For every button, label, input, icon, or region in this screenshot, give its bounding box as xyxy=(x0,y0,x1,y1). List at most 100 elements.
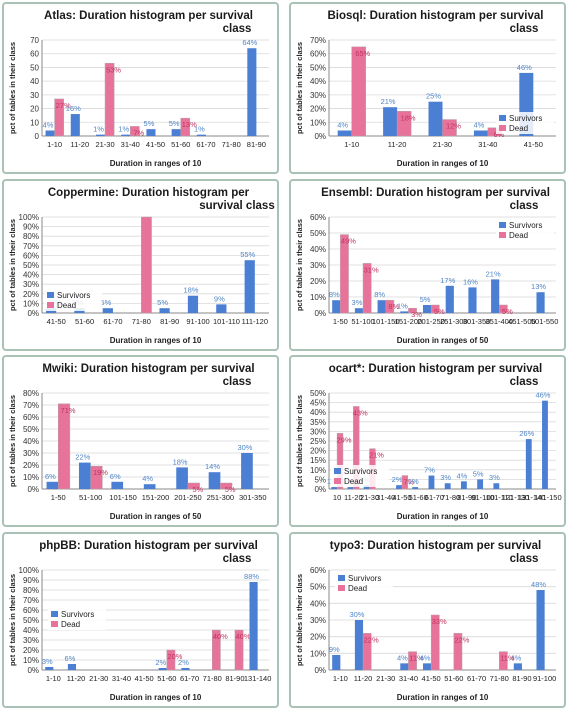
legend-swatch-dead xyxy=(338,585,345,591)
chart-title: Coppermine: Duration histogram per surviv… xyxy=(48,187,275,212)
dead-bar xyxy=(408,307,417,314)
legend-swatch-survivors xyxy=(51,611,58,617)
survivors-bar xyxy=(400,663,409,670)
chart-title-line: Ensembl: Duration histogram per survival xyxy=(321,187,550,199)
survivors-bar xyxy=(363,485,370,489)
chart-title-line: typo3: Duration histogram per survival xyxy=(330,540,542,552)
y-tick-label: 80% xyxy=(23,232,39,241)
data-label: 9% xyxy=(214,294,225,303)
x-tick-label: 11-20 xyxy=(67,674,86,683)
dead-bar xyxy=(187,482,200,490)
data-label: 25% xyxy=(426,92,441,101)
y-tick-label: 50 xyxy=(30,63,39,72)
x-tick-label: 41-50 xyxy=(146,140,165,149)
survivors-bar xyxy=(196,134,206,136)
y-tick-label: 40% xyxy=(23,437,39,446)
data-label: 5% xyxy=(157,298,168,307)
ocart-chart-panel: ocart*: Duration histogram per survival c… xyxy=(289,355,566,527)
x-tick-label: 351-400 xyxy=(485,317,513,326)
x-tick-label: 41-50 xyxy=(524,140,543,149)
y-tick-label: 30% xyxy=(23,449,39,458)
x-tick-label: 21-30 xyxy=(360,493,379,502)
x-tick-label: 41-50 xyxy=(392,493,411,502)
phpbb-chart-panel: phpBB: Duration histogram per survival cl… xyxy=(2,532,279,708)
dead-bar xyxy=(130,126,140,137)
chart-title-line: class xyxy=(510,553,539,565)
survivors-bar xyxy=(45,130,55,136)
survivors-bar xyxy=(216,304,227,313)
x-tick-label: 21-30 xyxy=(433,140,452,149)
data-label: 4% xyxy=(43,121,54,130)
y-tick-label: 40% xyxy=(310,408,326,417)
chart-title-line: ocart*: Duration histogram per survival xyxy=(329,363,542,375)
x-tick-label: 11-20 xyxy=(388,140,407,149)
chart-title-line: class xyxy=(223,553,252,565)
x-tick-label: 71-80 xyxy=(203,674,222,683)
legend-swatch-survivors xyxy=(47,292,54,298)
x-tick-label: 61-70 xyxy=(103,317,122,326)
chart-title-line: Biosql: Duration histogram per survival xyxy=(328,10,544,22)
dead-bar xyxy=(212,629,221,671)
dead-bar xyxy=(336,433,344,490)
x-tick-label: 51-60 xyxy=(157,674,176,683)
x-tick-label: 31-40 xyxy=(376,493,395,502)
survivors-bar xyxy=(383,107,398,136)
dead-bar xyxy=(57,403,71,490)
y-tick-label: 20% xyxy=(310,277,326,286)
survivors-bar xyxy=(347,487,354,489)
data-label: 4% xyxy=(510,653,521,662)
data-label: 40% xyxy=(213,632,228,641)
x-tick-label: 81-90 xyxy=(247,140,266,149)
x-tick-label: 201-250 xyxy=(417,317,445,326)
legend-label-dead: Dead xyxy=(509,231,528,240)
x-tick-label: 11-20 xyxy=(354,674,373,683)
y-tick-label: 20% xyxy=(310,447,326,456)
y-tick-label: 10% xyxy=(310,466,326,475)
survivors-bar xyxy=(354,620,364,670)
y-tick-label: 70% xyxy=(23,596,39,605)
data-label: 9% xyxy=(329,645,340,654)
x-tick-label: 1-10 xyxy=(333,674,348,683)
y-tick-label: 10% xyxy=(23,299,39,308)
data-label: 4% xyxy=(420,653,431,662)
survivors-bar xyxy=(377,300,386,313)
legend-swatch-survivors xyxy=(334,468,341,474)
data-label: 6% xyxy=(110,472,121,481)
dead-bar xyxy=(220,482,233,490)
x-tick-label: 451-500 xyxy=(508,317,536,326)
x-tick-label: 501-550 xyxy=(531,317,559,326)
x-tick-label: 91-100 xyxy=(533,674,556,683)
data-label: 6% xyxy=(65,654,76,663)
y-tick-label: 0% xyxy=(314,132,326,141)
dead-bar xyxy=(90,465,103,490)
legend-swatch-dead xyxy=(499,232,506,238)
dead-bar xyxy=(104,63,115,137)
dead-bar xyxy=(408,651,417,671)
y-tick-label: 20% xyxy=(23,461,39,470)
data-label: 53% xyxy=(106,65,121,74)
data-label: 3% xyxy=(411,310,422,319)
chart-svg: Ensembl: Duration histogram per survival… xyxy=(295,187,559,345)
y-tick-label: 50% xyxy=(310,63,326,72)
x-axis-label: Duration in ranges of 10 xyxy=(110,693,202,702)
data-label: 5% xyxy=(434,307,445,316)
survivors-bar xyxy=(400,311,409,313)
data-label: 5% xyxy=(225,485,236,494)
data-label: 22% xyxy=(454,635,469,644)
dead-bar xyxy=(430,614,440,671)
survivors-bar xyxy=(337,130,352,136)
dead-bar xyxy=(499,651,508,671)
y-tick-label: 60% xyxy=(310,213,326,222)
chart-title: Ensembl: Duration histogram per survival… xyxy=(321,187,550,212)
legend-box xyxy=(48,608,106,630)
x-tick-label: 21-30 xyxy=(89,674,108,683)
x-tick-label: 151-200 xyxy=(395,317,423,326)
data-label: 7% xyxy=(403,478,414,487)
x-tick-label: 61-70 xyxy=(196,140,215,149)
y-tick-label: 25% xyxy=(310,437,326,446)
chart-title-line: class xyxy=(510,376,539,388)
